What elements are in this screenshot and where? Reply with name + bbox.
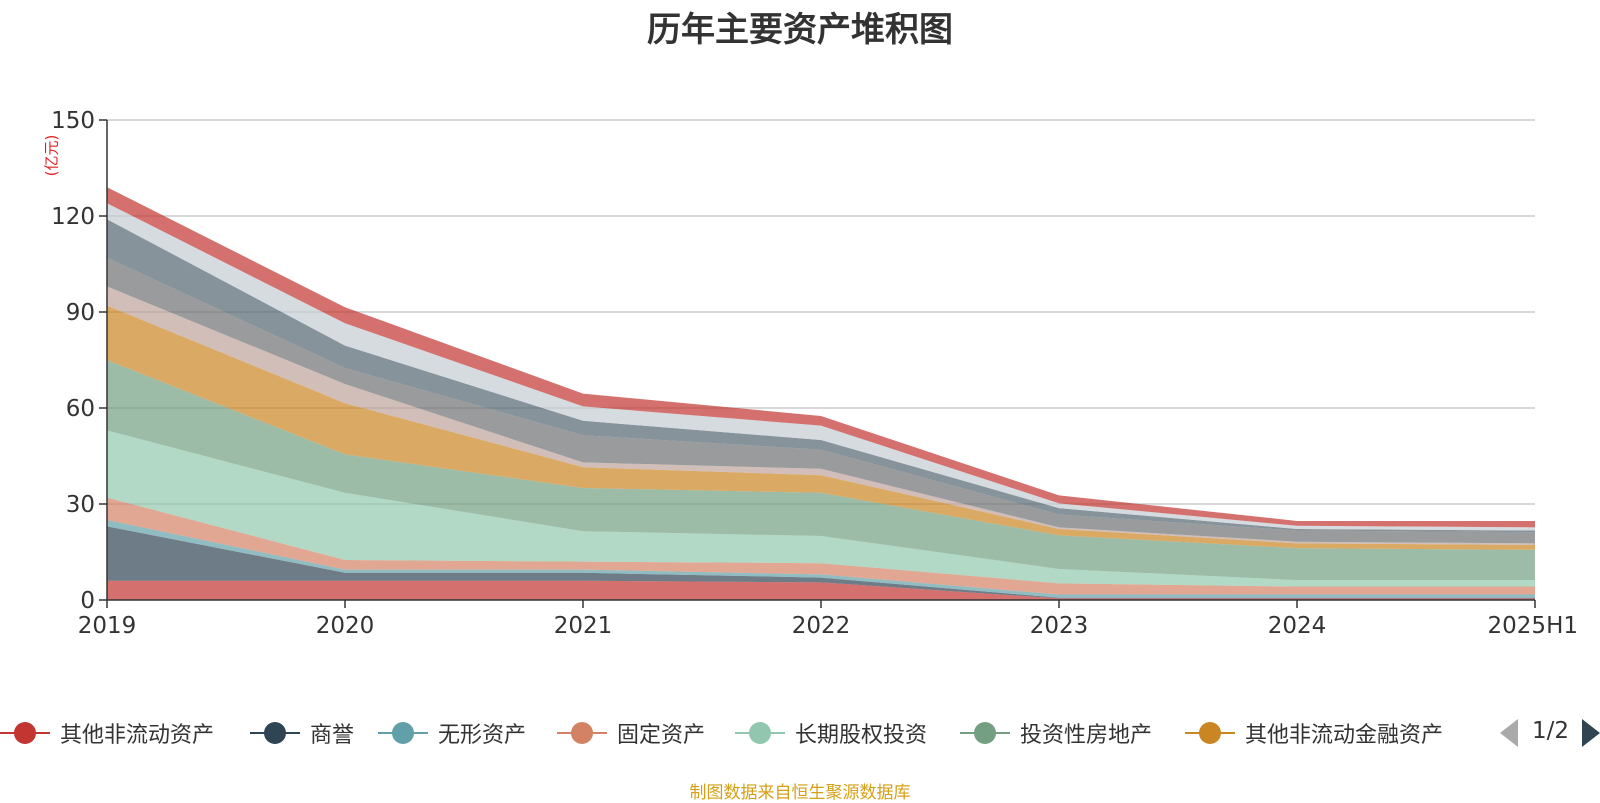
legend-marker-icon [0,715,50,751]
legend-marker-icon [735,715,785,751]
x-tick-label: 2022 [792,613,851,639]
legend-item[interactable]: 长期股权投资 [735,715,927,751]
area-series-6[interactable] [107,360,1535,581]
chart-title: 历年主要资产堆积图 [647,10,953,50]
legend-label: 固定资产 [617,723,706,748]
source-note: 制图数据来自恒生聚源数据库 [689,783,911,803]
legend-item[interactable]: 其他非流动资产 [0,715,214,751]
area-series-2[interactable] [107,526,1535,599]
legend-label: 商誉 [310,723,355,748]
legend-item[interactable]: 无形资产 [378,715,526,751]
legend-label: 其他非流动金融资产 [1245,723,1444,748]
area-series-5[interactable] [107,430,1535,587]
legend-marker-icon [378,715,428,751]
y-tick-label: 90 [66,300,95,326]
legend-page-indicator: 1/2 [1532,718,1570,744]
legend-item[interactable]: 其他非流动金融资产 [1185,715,1443,751]
y-tick-label: 0 [80,588,95,614]
x-tick-label: 2020 [316,613,375,639]
x-tick-label: 2023 [1030,613,1089,639]
y-tick-label: 120 [51,204,95,230]
y-tick-label: 60 [66,396,95,422]
area-series-1[interactable] [107,580,1535,600]
legend-prev-page-icon[interactable] [1500,719,1518,747]
legend-marker-icon [1185,715,1235,751]
area-series-8[interactable] [107,286,1535,545]
y-tick-label: 150 [51,108,95,134]
y-axis-ticks: 0 30 60 90 120 150 [51,108,107,614]
legend-label: 投资性房地产 [1020,723,1153,748]
x-tick-label: 2021 [554,613,613,639]
legend-next-page-icon[interactable] [1582,719,1600,747]
y-tick-label: 30 [66,492,95,518]
legend-marker-icon [250,715,300,751]
x-axis-ticks: 2019 2020 2021 2022 2023 2024 2025H1 [78,600,1578,639]
legend-item[interactable]: 固定资产 [557,715,705,751]
x-tick-label: 2025H1 [1488,613,1578,639]
legend-pager: 1/2 [1500,715,1600,751]
area-series-10[interactable] [107,219,1535,533]
legend: 其他非流动资产 商誉 无形资产 固定资产 长期股权投资 投资性房地产 其他非流动金融资产 [0,715,1600,751]
area-series-7[interactable] [107,305,1535,550]
y-axis-label: (亿元) [42,134,61,177]
x-tick-label: 2024 [1268,613,1327,639]
stacked-areas [107,187,1535,600]
legend-label: 其他非流动资产 [60,723,215,748]
legend-marker-icon [557,715,607,751]
x-tick-label: 2019 [78,613,137,639]
legend-label: 无形资产 [438,723,527,748]
legend-item[interactable]: 投资性房地产 [960,715,1152,751]
legend-label: 长期股权投资 [795,723,928,748]
legend-marker-icon [960,715,1010,751]
legend-item[interactable]: 商誉 [250,715,354,751]
